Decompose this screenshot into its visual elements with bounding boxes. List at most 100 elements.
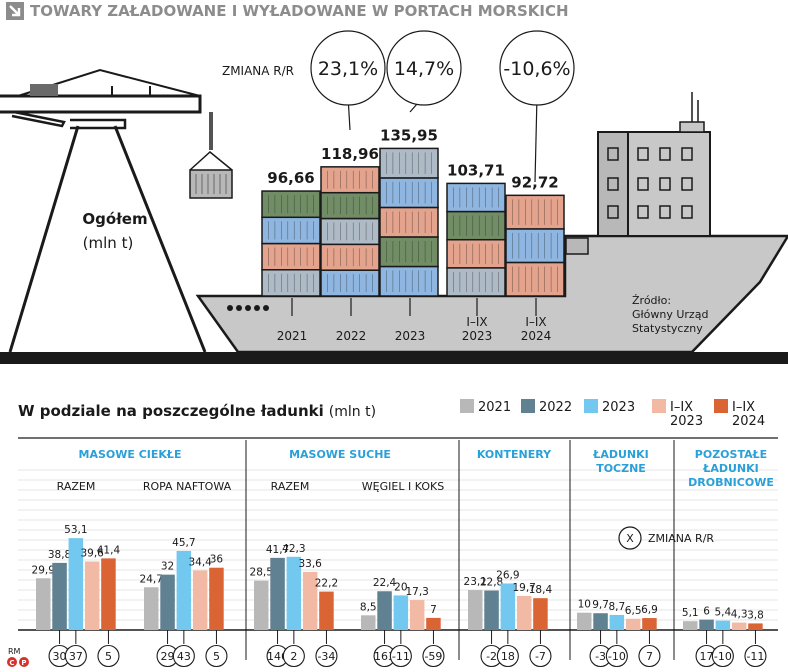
bar-value-label: 4,3 [731,609,748,621]
change-value: -7 [535,650,546,663]
x-tick-label: 2023 [395,329,426,343]
legend-swatch [460,399,474,413]
bar-value-label: 9,7 [592,599,609,611]
change-circle [386,30,462,106]
source-line-2: Główny Urząd [632,308,708,321]
change-value: 37 [69,650,83,663]
group-title: DROBNICOWE [688,476,774,489]
group-title: MASOWE CIEKŁE [79,448,182,461]
change-circle [496,644,519,668]
container [320,243,380,271]
bar [302,571,318,630]
change-circle [315,644,338,668]
bar [731,622,747,630]
change-circle [64,644,87,668]
bar [593,613,608,630]
total-value-label: 103,71 [447,161,505,179]
crane-icon [0,68,213,353]
total-value-label: 118,96 [321,145,379,163]
bar [361,615,376,630]
bar [393,595,409,630]
subgroup-label: RAZEM [57,480,96,493]
bar-value-label: 8,5 [360,601,377,613]
bar-value-label: 26,9 [496,569,519,581]
group-title: POZOSTAŁE [695,448,767,461]
bar-value-label: 10 [578,599,591,611]
ship-bridge [597,92,711,237]
change-value: 5 [213,650,220,663]
change-value: 2 [290,650,297,663]
total-value-label: 135,95 [380,126,438,144]
bar [715,620,731,630]
container [261,216,321,245]
legend-swatch [714,399,728,413]
x-tick-label: I–IX [525,315,546,329]
legend-swatch [521,399,535,413]
change-circle [529,644,552,668]
change-value: -3 [595,650,606,663]
legend-label: 2021 [478,400,511,415]
change-circle [638,644,661,668]
source-note: Źródło: Główny Urząd Statystyczny [632,294,708,335]
bar [160,574,175,630]
header: TOWARY ZAŁADOWANE I WYŁADOWANE W PORTACH… [6,2,569,20]
change-value: -10 [714,650,732,663]
change-value: 163 [374,650,395,663]
bar-value-label: 20 [394,581,407,593]
change-value: 5 [105,650,112,663]
bar-value-label: 28,5 [250,567,273,579]
page-title: TOWARY ZAŁADOWANE I WYŁADOWANE W PORTACH… [30,2,569,20]
bar [484,590,499,630]
bar-value-label: 38,8 [48,549,71,561]
crane-weight [30,84,58,96]
group-title: ŁADUNKI [702,462,758,475]
porthole-icons [227,305,269,311]
svg-text:C: C [9,659,14,667]
legend-swatch [652,399,666,413]
change-key-circle [618,526,642,550]
legend-label: I–IX 2023 [670,400,703,429]
bar [176,550,192,630]
bar [516,595,532,630]
bar [209,567,224,630]
logo-text: RM [8,647,21,656]
bar-value-label: 5,1 [682,607,699,619]
bar-value-label: 34,4 [188,556,212,568]
container-stack-5 [505,194,565,297]
bar-value-label: 23,1 [464,576,487,588]
subgroup-label: RAZEM [271,480,310,493]
container [446,267,506,297]
container-stack-4 [446,182,506,297]
breakdown-title: W podziale na poszczególne ładunki (mln t… [18,402,376,420]
bar [500,583,516,630]
x-tick-label: I–IX [466,315,487,329]
change-circle [282,644,305,668]
bar [533,598,548,630]
bar [254,580,269,630]
bar-value-label: 6 [703,606,710,618]
bar [144,587,159,630]
arrow-down-right-icon [6,2,24,20]
bar [625,618,641,630]
container [261,190,321,219]
bar-value-label: 39,6 [80,547,104,559]
bar [68,538,84,630]
bar-value-label: 22,2 [315,578,338,590]
change-circle [422,644,445,668]
bar [577,612,592,630]
bar-value-label: 6,9 [641,604,658,616]
bar [426,617,441,630]
subgroup-label: ROPA NAFTOWA [143,480,232,493]
bar [377,591,392,630]
container [261,269,321,297]
bar [642,618,657,630]
copyright-icon: C P [7,657,29,667]
breakdown-chart: W podziale na poszczególne ładunki (mln t… [7,399,778,668]
yoy-label: ZMIANA R/R [222,64,294,78]
bar [609,614,625,630]
bar-value-label: 3,8 [747,609,764,621]
group-title: ŁADUNKI [592,448,648,461]
change-value: -11 [392,650,410,663]
change-circle [389,644,412,668]
bar-value-label: 42,3 [282,543,305,555]
